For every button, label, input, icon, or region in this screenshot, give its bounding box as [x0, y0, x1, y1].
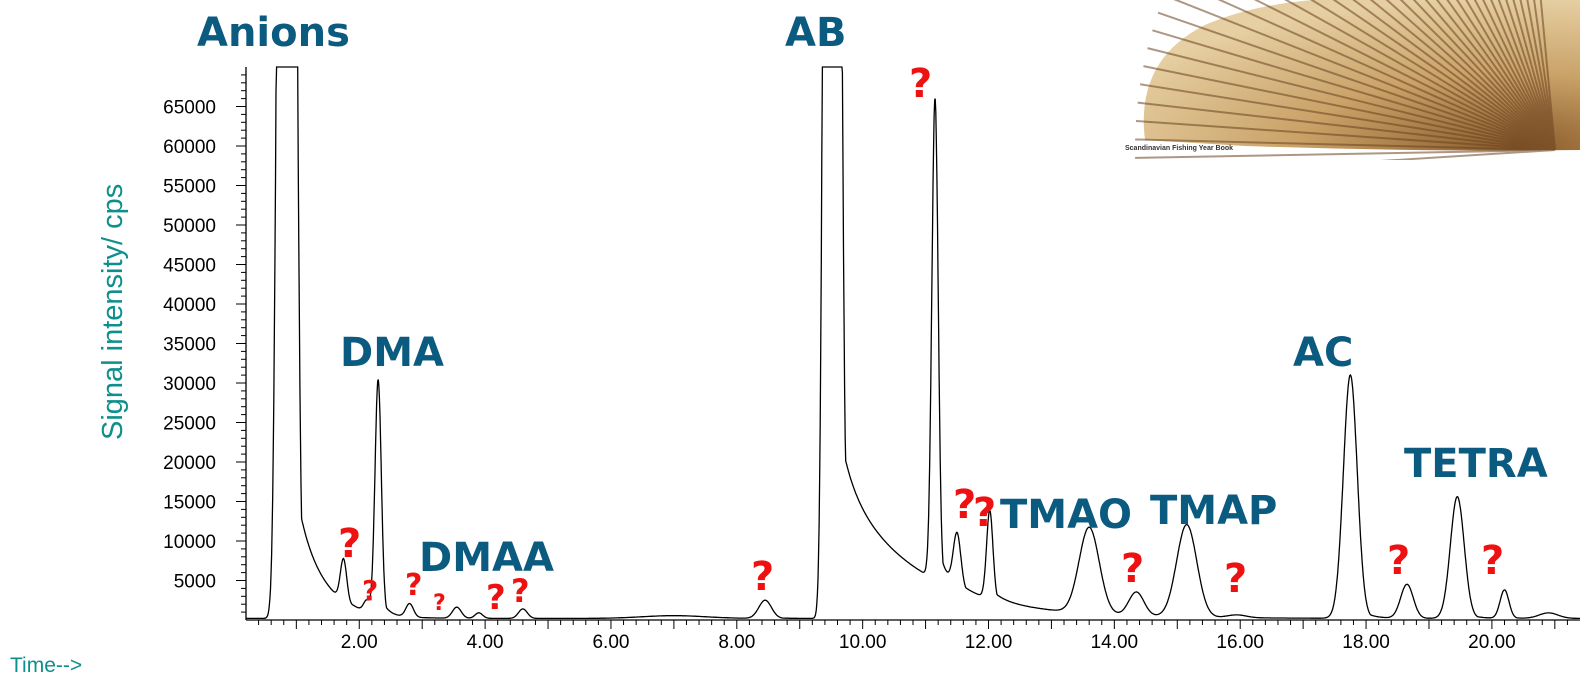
unknown-marker: ?: [1387, 538, 1410, 584]
axes: [236, 67, 1580, 629]
unknown-marker: ?: [486, 578, 506, 618]
shell-rib: [1140, 83, 1556, 151]
unknown-marker: ?: [909, 61, 932, 107]
unknown-marker: ?: [1481, 538, 1504, 584]
shell-rib: [1147, 47, 1556, 151]
peak-label-tetra: TETRA: [1404, 441, 1548, 487]
unknown-marker: ?: [511, 572, 530, 610]
shell-rib: [1497, 0, 1556, 151]
shell-rib: [1352, 0, 1556, 151]
shell-rib: [1512, 0, 1556, 151]
photo-caption: Scandinavian Fishing Year Book: [1125, 145, 1233, 152]
unknown-marker: ?: [362, 574, 378, 607]
y-tick-label: 20000: [163, 453, 216, 474]
peak-label-dmaa: DMAA: [419, 535, 554, 581]
x-tick-label: 6.00: [592, 632, 629, 653]
shell-rib: [1435, 0, 1556, 151]
tick-labels: 5000 10000 15000 20000 25000 30000 35000 40000 4…: [163, 98, 1516, 654]
shell-rib: [1473, 0, 1556, 151]
x-tick-label: 12.00: [965, 632, 1013, 653]
x-tick-label: 16.00: [1216, 632, 1264, 653]
shell-rib: [1465, 0, 1556, 151]
x-tick-label: 10.00: [839, 632, 887, 653]
shell-rib: [1217, 0, 1556, 151]
shell-rib: [1152, 29, 1556, 151]
shell-rib: [1412, 0, 1556, 151]
y-tick-label: 55000: [163, 177, 216, 198]
y-tick-label: 50000: [163, 216, 216, 237]
unknown-marker: ?: [751, 554, 774, 600]
shell-rib: [1380, 149, 1556, 160]
peak-labels: Anions AB DMA DMAA TMAO TMAP AC TETRA: [197, 10, 1548, 581]
shell-rib: [1369, 0, 1556, 151]
shell-rib: [1157, 11, 1556, 151]
chromatogram-trace: [246, 66, 1580, 620]
shell-rib: [1505, 0, 1556, 151]
y-tick-label: 45000: [163, 256, 216, 277]
peak-label-anions: Anions: [197, 10, 350, 56]
y-tick-label: 10000: [163, 532, 216, 553]
shell-rib: [1482, 0, 1556, 151]
peak-label-tmao: TMAO: [1000, 492, 1132, 538]
y-tick-label: 15000: [163, 493, 216, 514]
shell-rib: [1455, 0, 1556, 151]
y-axis-title: Signal intensity/ cps: [97, 184, 129, 440]
shell-rib: [1137, 101, 1556, 151]
peak-label-ab: AB: [785, 10, 846, 56]
unknown-marker: ?: [405, 568, 422, 603]
y-tick-label: 30000: [163, 374, 216, 395]
shell-rib: [1385, 0, 1556, 151]
shell-rib: [1173, 0, 1556, 151]
x-tick-label: 8.00: [718, 632, 755, 653]
y-tick-label: 25000: [163, 414, 216, 435]
unknown-marker: ?: [1121, 546, 1144, 592]
shell-rib: [1284, 0, 1556, 151]
unknown-marker: ?: [338, 521, 361, 567]
x-axis-title: Time-->: [10, 654, 82, 677]
shell-rib: [1519, 0, 1556, 151]
unknown-marker: ?: [953, 482, 976, 528]
shell-rib: [1143, 65, 1556, 151]
shell-ribs: [1135, 0, 1556, 160]
y-tick-label: 5000: [174, 572, 216, 593]
x-tick-label: 2.00: [341, 632, 378, 653]
y-tick-label: 35000: [163, 335, 216, 356]
shell-rib: [1490, 0, 1556, 151]
shell-rib: [1533, 0, 1556, 151]
shell-rib: [1310, 0, 1556, 151]
unknown-marker: ?: [973, 490, 996, 536]
shell-rib: [1135, 138, 1556, 151]
shell-rib: [1446, 0, 1556, 151]
y-tick-label: 65000: [163, 98, 216, 119]
peak-label-dma: DMA: [340, 330, 444, 376]
shell-rib: [1253, 0, 1556, 151]
x-tick-label: 14.00: [1091, 632, 1139, 653]
shell-rib: [1135, 119, 1556, 151]
x-tick-label: 18.00: [1342, 632, 1390, 653]
peak-label-tmap: TMAP: [1150, 488, 1277, 534]
shell-rib: [1332, 0, 1556, 151]
shell-rib: [1399, 0, 1556, 151]
y-tick-label: 40000: [163, 295, 216, 316]
peak-label-ac: AC: [1293, 330, 1353, 376]
x-tick-label: 20.00: [1468, 632, 1516, 653]
fan-shell-photo: Scandinavian Fishing Year Book: [1125, 0, 1580, 160]
shell-rib: [1539, 0, 1556, 151]
unknown-peak-markers: ? ? ? ? ? ? ? ? ? ? ? ? ? ?: [338, 61, 1504, 618]
shell-rib: [1424, 0, 1556, 151]
shell-rib: [1526, 0, 1556, 151]
x-tick-label: 4.00: [467, 632, 504, 653]
shell-rib: [1135, 149, 1556, 159]
unknown-marker: ?: [433, 591, 446, 616]
y-tick-label: 60000: [163, 137, 216, 158]
unknown-marker: ?: [1224, 556, 1247, 602]
